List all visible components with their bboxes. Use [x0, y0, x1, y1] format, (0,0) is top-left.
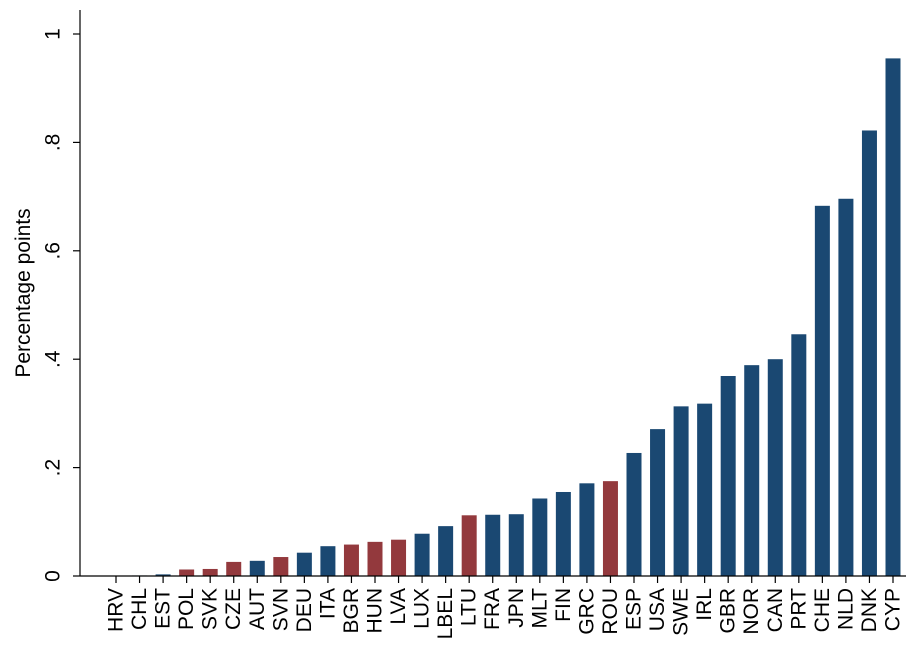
x-tick-label: CYP [882, 588, 905, 631]
x-tick-label: LTU [458, 588, 481, 626]
bar-gbr [720, 376, 736, 576]
x-tick-label: LVA [387, 588, 410, 625]
bar-lbel [438, 526, 454, 576]
x-tick-label: POL [175, 588, 198, 630]
bar-svk [202, 568, 218, 576]
bar-svn [273, 557, 289, 576]
bar-che [814, 205, 830, 576]
bar-esp [626, 452, 642, 576]
y-tick-label: 0 [42, 570, 65, 582]
x-tick-label: ESP [623, 588, 646, 630]
x-tick-label: CHE [811, 588, 834, 632]
bar-lux [414, 533, 430, 576]
x-tick-label: BGR [340, 588, 363, 634]
bar-hun [367, 541, 383, 576]
bar-fin [555, 491, 571, 576]
x-tick-label: HRV [105, 588, 128, 632]
x-tick-label: USA [646, 588, 669, 631]
y-tick-label: .8 [42, 134, 65, 152]
x-tick-label: LBEL [434, 588, 457, 639]
x-tick-label: CAN [764, 588, 787, 632]
bars-layer [108, 58, 901, 576]
bar-irl [697, 403, 713, 576]
bar-grc [579, 483, 595, 576]
bar-bgr [343, 544, 359, 576]
x-tick-label: SVK [199, 588, 222, 630]
x-tick-label: NOR [740, 588, 763, 635]
y-tick-label: .4 [42, 350, 65, 368]
bar-rou [602, 481, 618, 576]
bar-nor [744, 365, 760, 576]
x-tick-label: FIN [552, 588, 575, 622]
x-tick-label: MLT [528, 588, 551, 629]
bar-usa [650, 429, 666, 576]
x-tick-label: ITA [316, 588, 339, 619]
bar-dnk [861, 130, 877, 576]
bar-lva [391, 539, 407, 576]
x-tick-label: IRL [693, 588, 716, 621]
x-tick-label: HUN [364, 588, 387, 634]
bar-deu [296, 552, 312, 576]
x-tick-label: JPN [505, 588, 528, 628]
x-tick-label: CZE [222, 588, 245, 630]
bar-can [767, 359, 783, 576]
x-tick-label: GBR [717, 588, 740, 634]
bar-swe [673, 406, 689, 576]
y-axis-title: Percentage points [12, 208, 35, 377]
y-ticks-layer: 0 .2 .4 .6 .8 1 [42, 28, 80, 582]
bar-est [155, 574, 171, 576]
x-tick-label: LUX [411, 588, 434, 629]
bar-ita [320, 546, 336, 576]
x-tick-label: AUT [246, 588, 269, 630]
bar-aut [249, 560, 265, 576]
x-tick-label: EST [152, 588, 175, 629]
bar-fra [485, 514, 501, 576]
bar-mlt [532, 498, 548, 576]
x-ticks-layer: HRV CHL EST POL SVK CZE AUT SVN DEU ITA BGR HUN LVA L… [105, 576, 905, 639]
x-tick-label: GRC [575, 588, 598, 635]
bar-ltu [461, 515, 477, 576]
y-tick-label: 1 [42, 28, 65, 40]
x-tick-label: CHL [128, 588, 151, 630]
bar-pol [179, 569, 195, 576]
x-tick-label: FRA [481, 588, 504, 630]
x-tick-label: SVN [269, 588, 292, 631]
x-tick-label: ROU [599, 588, 622, 635]
y-tick-label: .6 [42, 242, 65, 260]
bar-jpn [508, 514, 524, 576]
x-tick-label: DNK [858, 588, 881, 632]
x-tick-label: PRT [787, 588, 810, 630]
bar-cyp [885, 58, 901, 576]
bar-nld [838, 198, 854, 576]
x-tick-label: SWE [670, 588, 693, 636]
bar-prt [791, 334, 807, 576]
x-tick-label: DEU [293, 588, 316, 632]
bar-cze [226, 561, 242, 576]
y-tick-label: .2 [42, 459, 65, 477]
x-tick-label: NLD [834, 588, 857, 630]
